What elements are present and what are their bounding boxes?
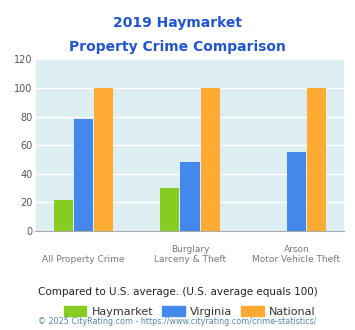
Bar xyxy=(54,200,73,231)
Bar xyxy=(287,152,306,231)
Text: Motor Vehicle Theft: Motor Vehicle Theft xyxy=(252,255,340,264)
Bar xyxy=(160,188,179,231)
Bar xyxy=(307,88,326,231)
Text: Burglary: Burglary xyxy=(171,245,209,254)
Text: Compared to U.S. average. (U.S. average equals 100): Compared to U.S. average. (U.S. average … xyxy=(38,287,317,297)
Text: Property Crime Comparison: Property Crime Comparison xyxy=(69,40,286,53)
Text: All Property Crime: All Property Crime xyxy=(42,255,125,264)
Bar xyxy=(94,88,113,231)
Text: Arson: Arson xyxy=(284,245,309,254)
Text: 2019 Haymarket: 2019 Haymarket xyxy=(113,16,242,30)
Text: © 2025 CityRating.com - https://www.cityrating.com/crime-statistics/: © 2025 CityRating.com - https://www.city… xyxy=(38,317,317,326)
Text: Larceny & Theft: Larceny & Theft xyxy=(154,255,226,264)
Bar xyxy=(180,162,200,231)
Bar xyxy=(201,88,220,231)
Bar xyxy=(74,119,93,231)
Legend: Haymarket, Virginia, National: Haymarket, Virginia, National xyxy=(60,302,320,321)
